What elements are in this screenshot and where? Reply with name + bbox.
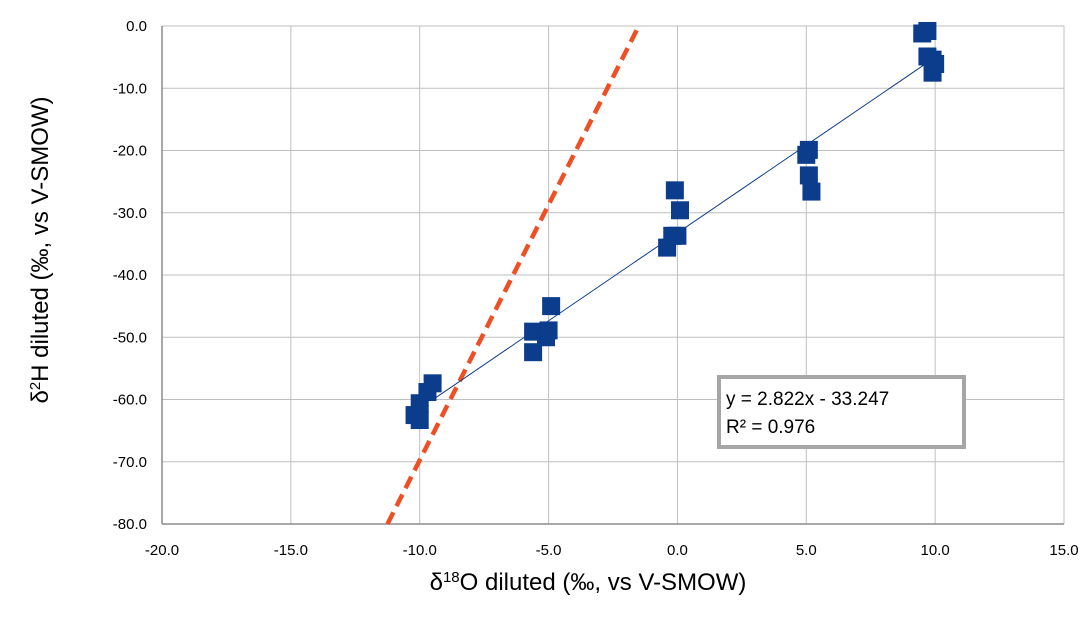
trendline-r-squared: R² = 0.976 — [726, 417, 815, 438]
y-tick-label: -80.0 — [113, 516, 147, 533]
x-axis-title: δ18O diluted (‰, vs V-SMOW) — [430, 569, 747, 597]
reference-line-group — [385, 24, 641, 526]
data-point — [539, 321, 558, 340]
data-point — [799, 140, 818, 159]
data-point — [524, 343, 543, 362]
y-tick-label: -30.0 — [113, 205, 147, 222]
x-tick-label: 5.0 — [796, 542, 817, 559]
data-point — [410, 411, 429, 430]
y-tick-labels: 0.0 -10.0 -20.0 -30.0 -40.0 -50.0 -60.0 -70.0 -8… — [113, 18, 147, 533]
trendline-group — [434, 53, 941, 399]
trendline-equation: y = 2.822x - 33.247 — [726, 389, 889, 410]
equation-box-frame — [717, 375, 966, 449]
x-tick-label: -5.0 — [536, 542, 562, 559]
data-point — [668, 226, 687, 245]
x-tick-label: 15.0 — [1049, 542, 1078, 559]
y-tick-label: -40.0 — [113, 267, 147, 284]
trendline — [434, 53, 941, 399]
data-point — [926, 54, 945, 73]
data-point — [918, 21, 937, 40]
gridlines — [161, 25, 1065, 525]
x-tick-label: -10.0 — [403, 542, 437, 559]
equation-box: y = 2.822x - 33.247 R² = 0.976 — [717, 375, 966, 449]
data-point — [542, 297, 561, 316]
x-tick-label: 0.0 — [667, 542, 688, 559]
data-point — [802, 182, 821, 201]
y-tick-label: -10.0 — [113, 80, 147, 97]
reference-line — [385, 24, 641, 526]
y-tick-label: -20.0 — [113, 143, 147, 160]
x-tick-label: 10.0 — [921, 542, 950, 559]
y-tick-label: 0.0 — [126, 18, 147, 35]
y-axis-title: δ2H diluted (‰, vs V-SMOW) — [27, 96, 55, 403]
x-tick-label: -15.0 — [274, 542, 308, 559]
y-tick-label: -60.0 — [113, 392, 147, 409]
data-point — [799, 166, 818, 185]
y-tick-label: -70.0 — [113, 454, 147, 471]
data-points — [405, 21, 945, 430]
data-point — [665, 181, 684, 200]
x-tick-labels: -20.0 -15.0 -10.0 -5.0 0.0 5.0 10.0 15.0 — [145, 542, 1079, 559]
y-tick-label: -50.0 — [113, 329, 147, 346]
data-point — [423, 374, 442, 393]
data-point — [671, 201, 690, 220]
x-tick-label: -20.0 — [145, 542, 179, 559]
